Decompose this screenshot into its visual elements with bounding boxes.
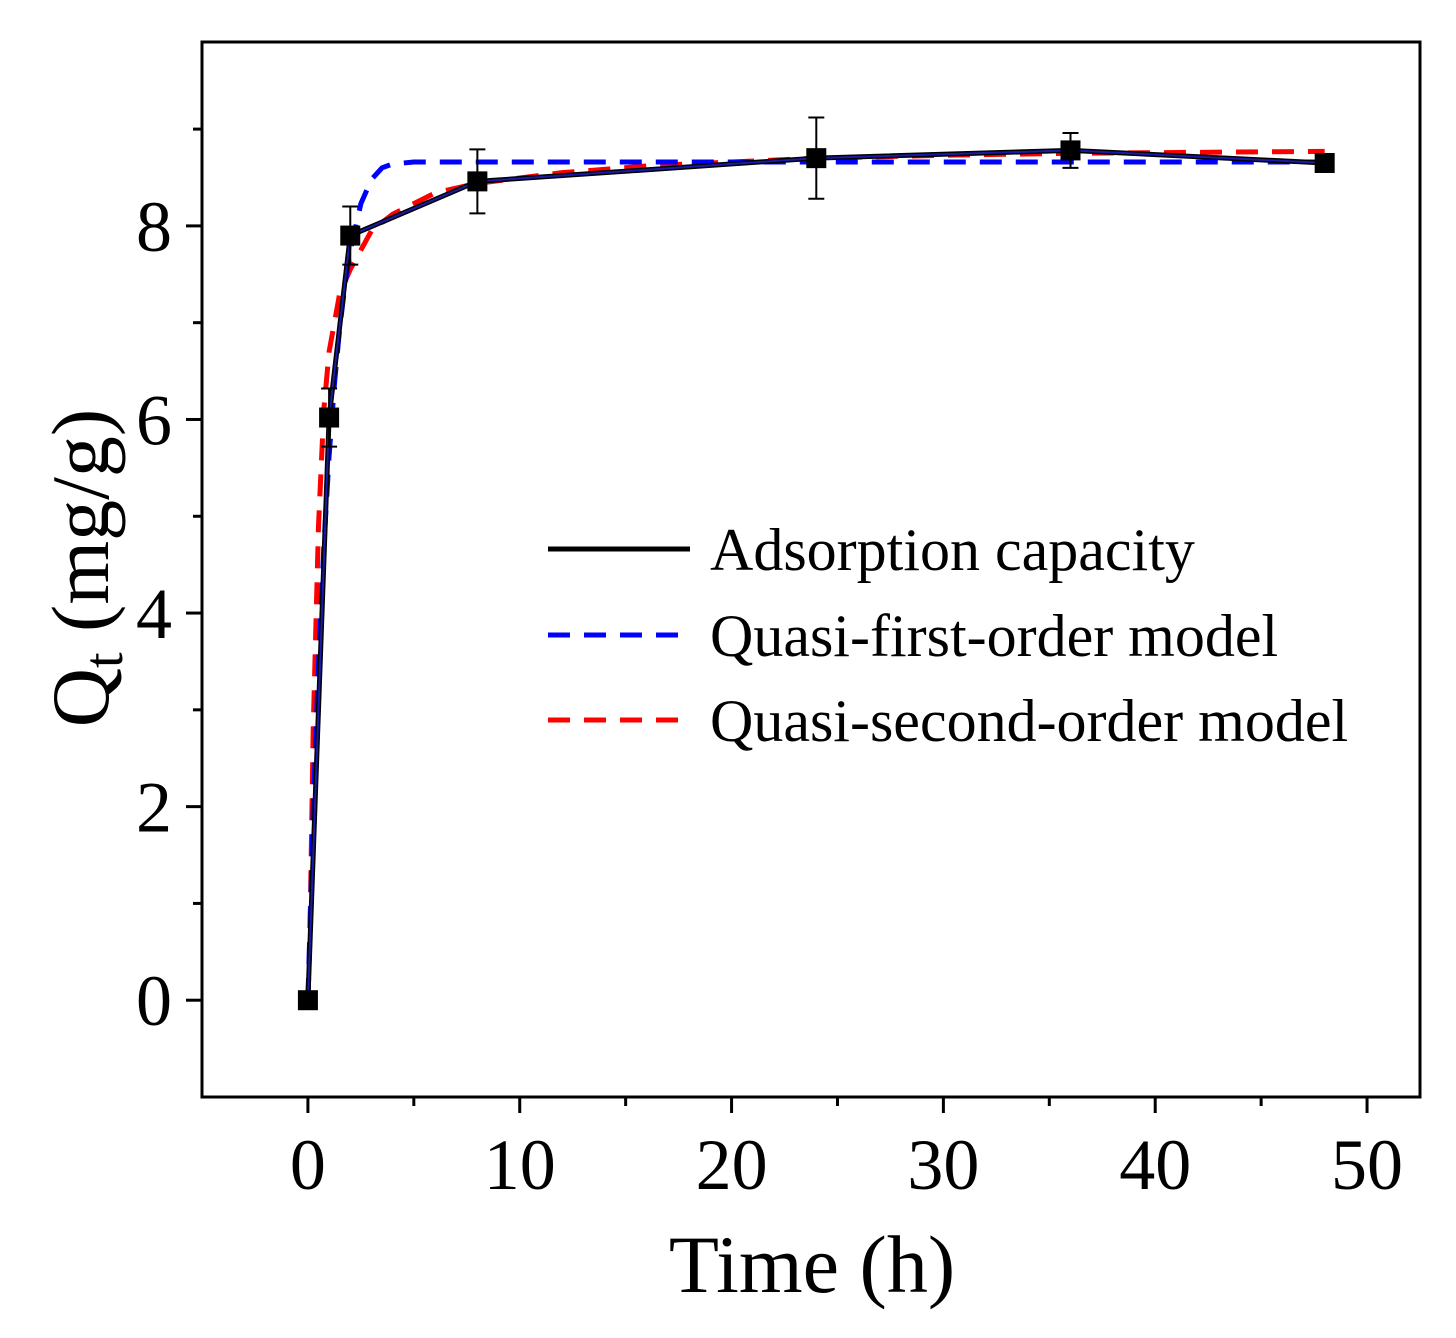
x-tick-label: 50 — [1331, 1125, 1403, 1205]
y-tick-label: 0 — [136, 961, 172, 1041]
y-tick-label: 8 — [136, 187, 172, 267]
data-point-marker — [467, 171, 488, 192]
x-tick-label: 30 — [907, 1125, 979, 1205]
legend-label-quasi-first-order: Quasi-first-order model — [710, 603, 1278, 669]
y-tick-label: 6 — [136, 380, 172, 460]
data-point-marker — [319, 407, 340, 428]
x-tick-label: 10 — [484, 1125, 556, 1205]
axis-tick-labels: 0 10 20 30 40 50 0 2 4 6 8 — [136, 187, 1403, 1205]
series-line-quasi-first-order-model — [305, 159, 1325, 1001]
legend: Adsorption capacity Quasi-first-order mo… — [548, 517, 1348, 754]
data-point-marker — [297, 990, 318, 1011]
x-axis-title: Time (h) — [669, 1219, 955, 1310]
legend-label-adsorption-capacity: Adsorption capacity — [710, 517, 1195, 583]
legend-label-quasi-second-order: Quasi-second-order model — [710, 688, 1348, 754]
x-tick-label: 40 — [1119, 1125, 1191, 1205]
x-tick-label: 0 — [290, 1125, 326, 1205]
data-point-marker — [806, 148, 827, 169]
data-point-marker — [340, 225, 361, 246]
x-tick-label: 20 — [696, 1125, 768, 1205]
y-axis-title-subscript: t — [73, 652, 135, 668]
y-tick-label: 4 — [136, 574, 172, 654]
plot-frame — [200, 40, 1422, 1099]
data-point-marker — [1060, 140, 1081, 161]
data-point-marker — [1314, 152, 1335, 173]
y-axis-title: Qt (mg/g) — [35, 409, 135, 727]
data-markers — [297, 140, 1335, 1011]
y-axis-title-units: (mg/g) — [35, 409, 126, 653]
y-tick-label: 2 — [136, 768, 172, 848]
y-axis-title-main: Q — [35, 668, 126, 727]
